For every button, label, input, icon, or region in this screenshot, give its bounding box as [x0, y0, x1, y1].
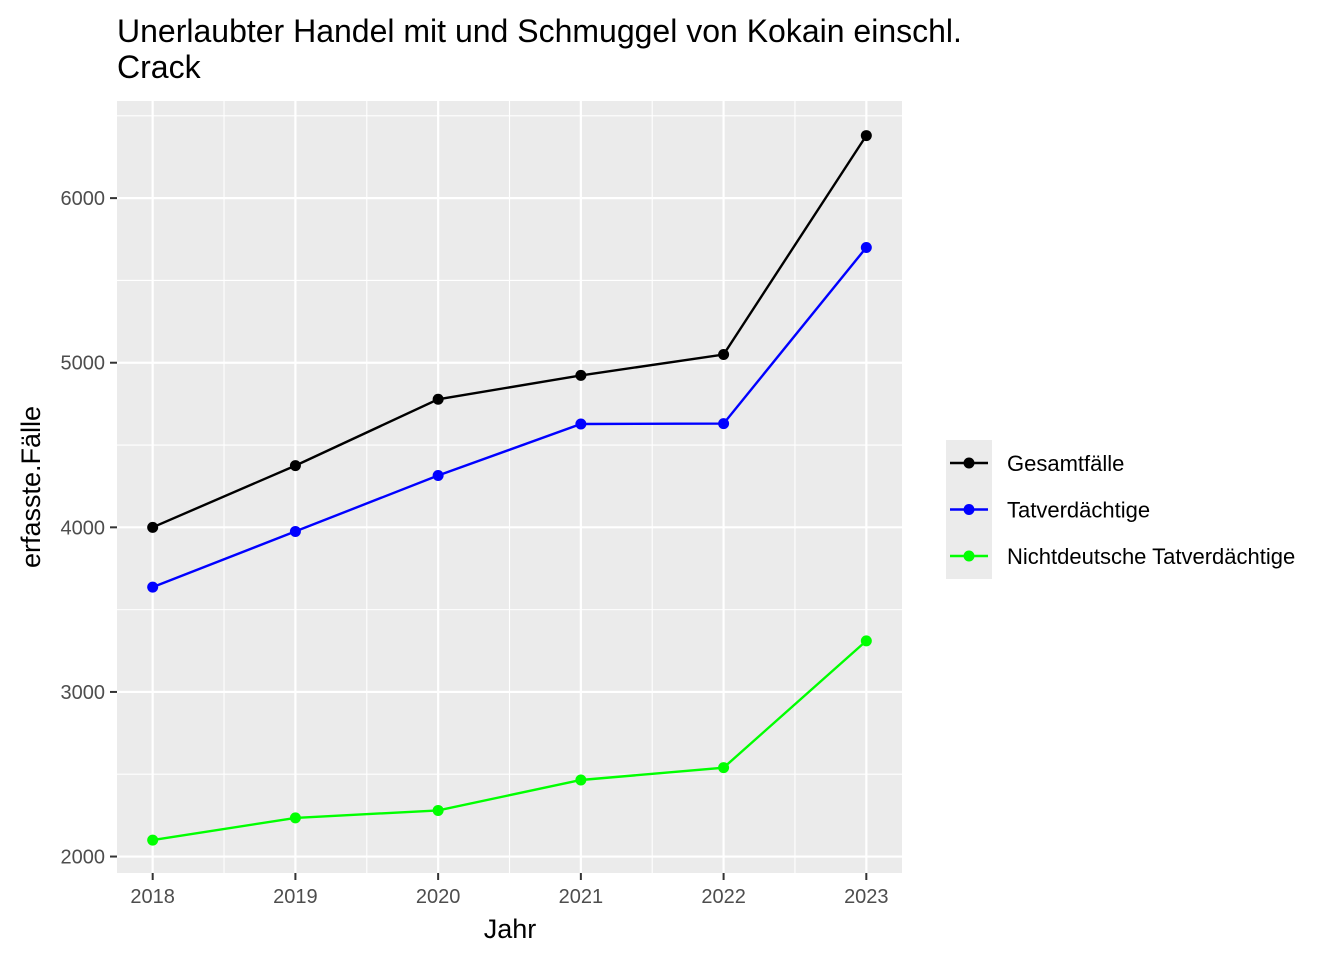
legend-label: Gesamtfälle — [1007, 451, 1124, 476]
y-tick-label: 4000 — [61, 517, 106, 539]
data-point — [147, 834, 159, 846]
series-layer — [147, 130, 872, 846]
y-tick-label: 6000 — [61, 188, 106, 210]
data-point — [860, 130, 872, 142]
x-tick-label: 2023 — [844, 886, 889, 908]
chart-title-line2: Crack — [117, 49, 202, 85]
data-point — [860, 635, 872, 647]
series-line — [152, 134, 868, 529]
data-point — [575, 369, 587, 381]
data-point — [575, 774, 587, 786]
major-gridlines — [117, 101, 902, 873]
series-line — [152, 246, 868, 589]
y-axis-title: erfasste.Fälle — [16, 406, 46, 568]
chart-title: Unerlaubter Handel mit und Schmuggel von… — [117, 13, 962, 49]
data-point — [289, 460, 301, 472]
data-point — [289, 525, 301, 537]
x-tick-label: 2021 — [559, 886, 604, 908]
series-line — [152, 640, 868, 842]
y-tick-label: 5000 — [61, 353, 106, 375]
legend-label: Nichtdeutsche Tatverdächtige — [1007, 544, 1295, 569]
legend-key-point — [963, 550, 975, 562]
data-point — [147, 521, 159, 533]
data-point — [289, 812, 301, 824]
legend-label: Tatverdächtige — [1007, 498, 1150, 523]
y-tick-label: 2000 — [61, 847, 106, 869]
data-point — [432, 393, 444, 405]
legend: Gesamtfälle Tatverdächtige Nichtdeutsche T… — [950, 451, 1295, 569]
x-axis-title: Jahr — [484, 914, 537, 944]
data-point — [860, 241, 872, 253]
y-axis: 2000 3000 4000 5000 6000 — [61, 188, 117, 869]
minor-gridlines — [117, 101, 902, 873]
legend-key-point — [963, 457, 975, 469]
data-point — [718, 348, 730, 360]
y-tick-label: 3000 — [61, 682, 106, 704]
x-tick-label: 2020 — [416, 886, 461, 908]
data-point — [147, 581, 159, 593]
legend-key-point — [963, 504, 975, 515]
x-tick-label: 2019 — [273, 886, 318, 908]
data-point — [575, 418, 587, 430]
data-point — [718, 418, 730, 430]
x-tick-label: 2018 — [130, 886, 175, 908]
data-point — [432, 469, 444, 481]
data-point — [718, 762, 730, 774]
x-tick-label: 2022 — [701, 886, 746, 908]
data-point — [432, 804, 444, 816]
x-axis: 2018 2019 2020 2021 2022 2023 — [130, 873, 889, 908]
